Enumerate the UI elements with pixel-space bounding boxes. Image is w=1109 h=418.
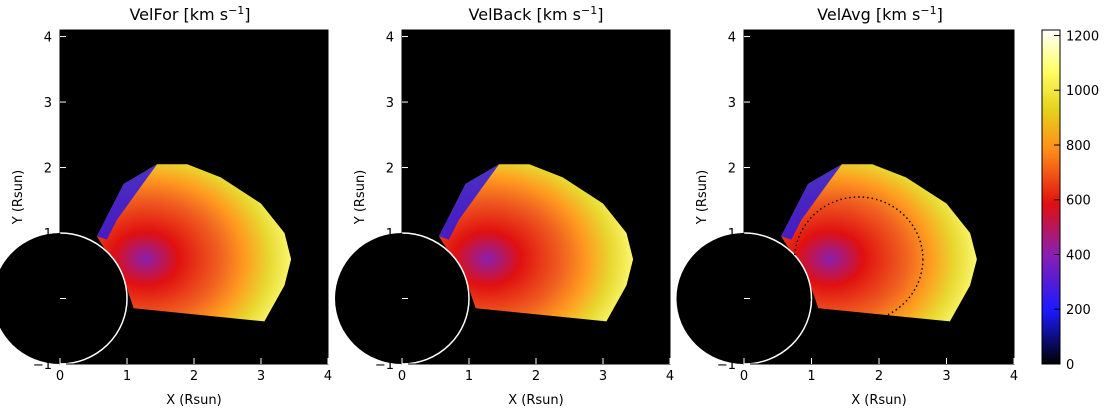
y-axis-label: Y (Rsun) <box>695 170 710 226</box>
x-tick-label: 2 <box>875 369 883 384</box>
x-axis-label: X (Rsun) <box>851 393 906 408</box>
x-axis-label: X (Rsun) <box>166 393 221 408</box>
y-tick-label: 3 <box>44 96 52 111</box>
y-tick-label: 4 <box>44 31 52 46</box>
x-tick-label: 1 <box>123 369 131 384</box>
panel-velfor: VelFor [km s−1] 0 1 2 3 4 −1 0 1 2 3 4 X (Rsun) Y (R… <box>0 4 332 408</box>
velocity-field <box>438 164 634 322</box>
sun-limb <box>59 232 128 365</box>
colorbar: 0 200 400 600 800 1000 1200 <box>1041 29 1099 373</box>
y-tick-label: 0 <box>728 293 736 308</box>
velocity-field <box>781 164 977 322</box>
panel-title: VelFor [km s−1] <box>129 4 250 24</box>
colorbar-tick-label: 600 <box>1066 194 1091 209</box>
x-tick-label: 4 <box>324 369 332 384</box>
y-tick-label: −1 <box>33 358 52 373</box>
panel-velavg: VelAvg [km s−1] 0 1 2 3 4 −1 0 1 2 3 4 X (Rsun) Y (R… <box>676 4 1018 408</box>
slow-wind-band <box>96 164 158 240</box>
y-tick-label: 3 <box>728 96 736 111</box>
y-tick-label: 4 <box>728 31 736 46</box>
velocity-field <box>96 164 292 322</box>
panel-title: VelBack [km s−1] <box>469 4 604 24</box>
y-tick-label: 2 <box>728 162 736 177</box>
colorbar-tick-label: 400 <box>1066 248 1091 263</box>
y-tick-label: −1 <box>717 358 736 373</box>
y-tick-label: 3 <box>386 96 394 111</box>
y-tick-label: 1 <box>44 227 52 242</box>
x-axis-label: X (Rsun) <box>508 393 563 408</box>
x-tick-label: 2 <box>532 369 540 384</box>
y-tick-label: 0 <box>44 293 52 308</box>
panel-velback: VelBack [km s−1] 0 1 2 3 4 −1 0 1 2 3 4 X (Rsun) Y (… <box>335 4 674 408</box>
x-tick-label: 1 <box>465 369 473 384</box>
shock-front-outline <box>793 196 924 323</box>
y-axis-label: Y (Rsun) <box>353 170 368 226</box>
y-tick-label: 4 <box>386 31 394 46</box>
panel-title: VelAvg [km s−1] <box>817 4 943 24</box>
x-tick-label: 4 <box>666 369 674 384</box>
y-tick-label: −1 <box>375 358 394 373</box>
sun-limb <box>401 232 470 365</box>
x-tick-label: 1 <box>807 369 815 384</box>
y-axis-label: Y (Rsun) <box>11 170 26 226</box>
colorbar-tick-label: 1000 <box>1066 84 1099 99</box>
colorbar-tick-label: 200 <box>1066 303 1091 318</box>
colorbar-tick-label: 0 <box>1066 358 1074 373</box>
x-tick-label: 3 <box>599 369 607 384</box>
colorbar-tick-label: 1200 <box>1066 29 1099 44</box>
colorbar-tick-label: 800 <box>1066 139 1091 154</box>
y-tick-label: 1 <box>728 227 736 242</box>
colorbar-gradient <box>1041 29 1061 365</box>
x-tick-label: 4 <box>1010 369 1018 384</box>
x-tick-label: 2 <box>190 369 198 384</box>
y-tick-label: 2 <box>44 162 52 177</box>
x-tick-label: 3 <box>257 369 265 384</box>
x-tick-label: 3 <box>942 369 950 384</box>
x-tick-label: 0 <box>56 369 64 384</box>
y-tick-label: 1 <box>386 227 394 242</box>
y-tick-label: 0 <box>386 293 394 308</box>
x-tick-label: 0 <box>398 369 406 384</box>
slow-wind-band <box>781 164 842 240</box>
y-tick-label: 2 <box>386 162 394 177</box>
sun-limb <box>743 232 812 365</box>
slow-wind-band <box>438 164 500 240</box>
x-tick-label: 0 <box>740 369 748 384</box>
